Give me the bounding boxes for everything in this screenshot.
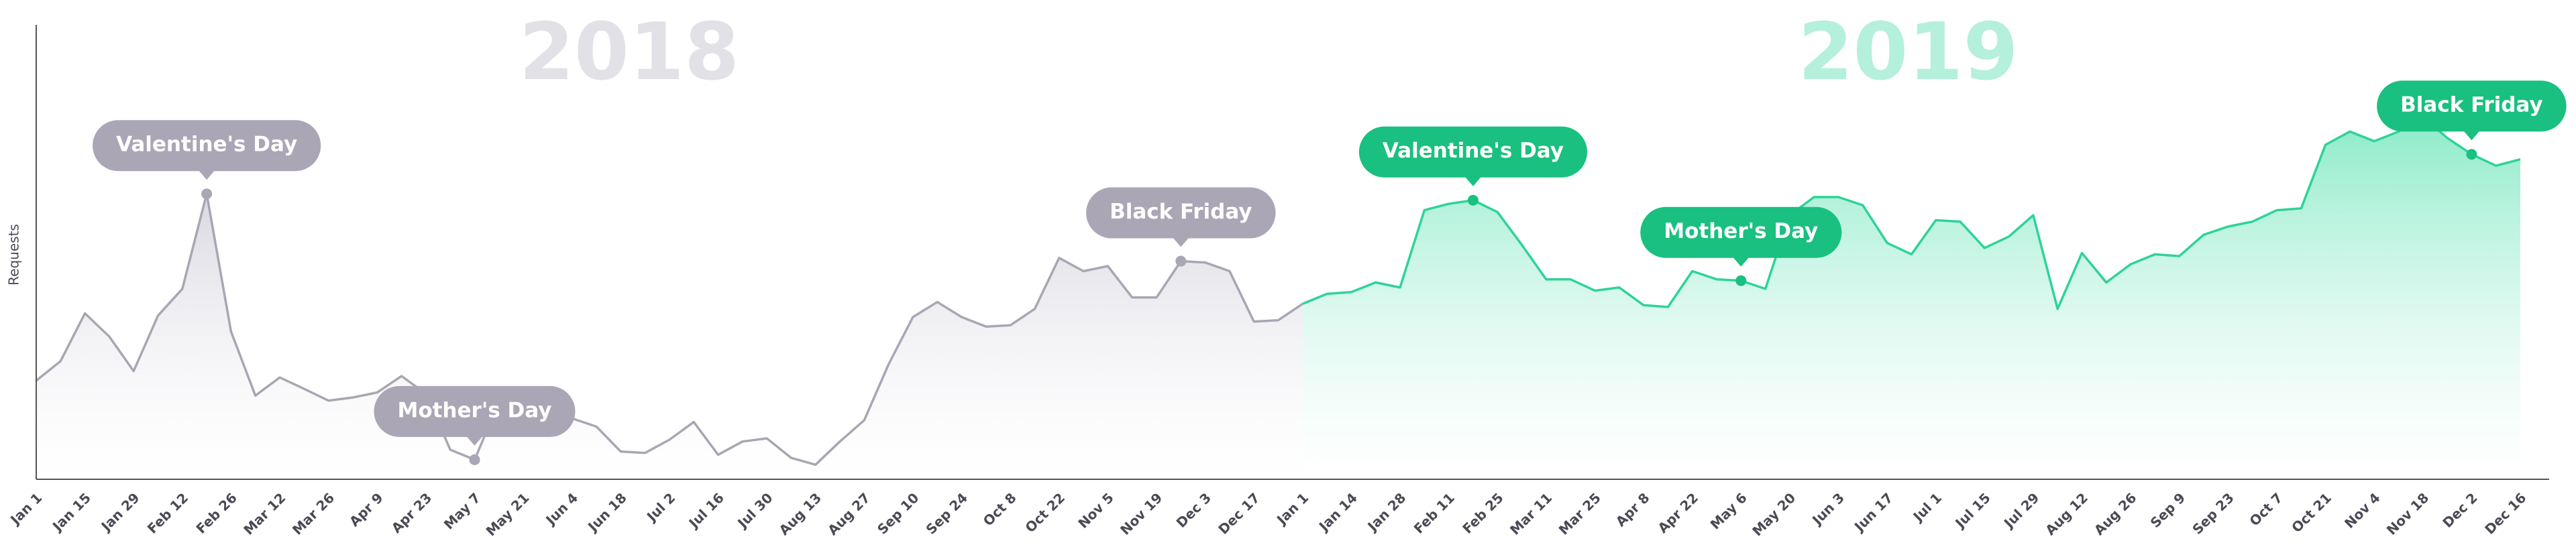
x-tick-label: Aug 13	[775, 489, 824, 538]
x-tick-label: Jan 15	[48, 489, 94, 535]
annotation-bubble	[1358, 126, 1587, 178]
annotation-pointer	[1464, 176, 1481, 186]
x-tick-label: Nov 4	[2341, 489, 2383, 532]
x-tick-label: Aug 27	[824, 489, 873, 538]
x-tick-label: Aug 26	[2091, 489, 2140, 538]
x-tick-label: Nov 5	[1075, 489, 1117, 532]
x-tick-label: Mar 12	[240, 489, 288, 538]
x-tick-label: Nov 18	[2383, 489, 2432, 538]
area	[36, 194, 1303, 479]
line	[1302, 115, 2521, 310]
x-tick-label: Feb 12	[144, 489, 191, 536]
x-tick-label: Jan 1	[6, 489, 45, 528]
annotation-point	[201, 188, 213, 200]
x-tick-label: Mar 11	[1507, 489, 1555, 538]
x-tick-label: Sep 23	[2189, 489, 2237, 537]
annotation: Black Friday	[2377, 80, 2567, 141]
annotation-label: Valentine's Day	[116, 133, 297, 157]
x-tick-label: Oct 21	[2288, 489, 2334, 536]
annotation-label: Mother's Day	[1664, 219, 1818, 243]
x-tick-label: Dec 3	[1173, 489, 1214, 530]
annotation-bubble	[2377, 80, 2567, 132]
x-tick-label: May 21	[483, 489, 533, 539]
annotation-label: Mother's Day	[397, 398, 551, 422]
x-tick-label: Feb 25	[1459, 489, 1506, 536]
x-tick-label: Jul 2	[643, 489, 678, 525]
x-tick-label: Jul 15	[1951, 489, 1994, 532]
x-tick-label: Jun 3	[1808, 489, 1847, 529]
area	[1302, 117, 2520, 479]
x-tick-label: Mar 26	[289, 489, 337, 538]
x-tick-label: Oct 22	[1022, 489, 1068, 536]
x-tick-label: Jul 29	[2000, 489, 2042, 532]
annotation-point	[1735, 275, 1747, 286]
x-tick-label: Apr 23	[388, 489, 435, 536]
annotation: Mother's Day	[374, 385, 576, 446]
x-tick-label: Jun 18	[584, 489, 629, 535]
x-tick-label: Jul 30	[733, 489, 775, 532]
x-tick-label: Nov 19	[1117, 489, 1165, 538]
x-tick-label: Oct 7	[2246, 489, 2286, 529]
x-tick-label: Apr 9	[346, 489, 386, 530]
x-tick-label: Feb 11	[1411, 489, 1458, 536]
annotation-point	[1467, 194, 1479, 206]
annotation: Valentine's Day	[93, 120, 321, 180]
annotation: Black Friday	[1086, 187, 1276, 247]
x-tick-label: Sep 24	[922, 489, 970, 537]
x-tick-label: Jan 14	[1315, 489, 1360, 535]
x-tick-label: Aug 12	[2042, 489, 2091, 538]
year-labels: 2018 2019	[519, 5, 2019, 98]
y-axis-title: Requests	[6, 224, 22, 286]
x-tick-label: Oct 8	[980, 489, 1020, 529]
annotations: Valentine's Day Mother's Day Black Friday V…	[93, 80, 2567, 465]
annotation-bubble	[1640, 206, 1842, 258]
annotation-bubble	[93, 120, 321, 172]
annotation: Valentine's Day	[1358, 126, 1587, 186]
x-tick-label: Jun 4	[542, 489, 582, 529]
annotation-point	[1175, 255, 1187, 267]
annotation-pointer	[1733, 257, 1750, 267]
annotation-label: Valentine's Day	[1383, 139, 1564, 163]
annotation-label: Black Friday	[2400, 93, 2542, 117]
x-tick-label: Dec 2	[2439, 489, 2480, 530]
x-tick-label: Jul 16	[685, 489, 727, 532]
annotation: Mother's Day	[1640, 206, 1842, 267]
annotation-bubble	[1086, 187, 1276, 239]
x-tick-label: Feb 26	[193, 489, 239, 536]
x-tick-label: Sep 10	[874, 489, 922, 537]
annotation-pointer	[1173, 237, 1189, 247]
x-tick-label: Jan 1	[1273, 489, 1311, 528]
annotation-pointer	[2463, 131, 2480, 141]
x-tick-label: Apr 8	[1613, 489, 1653, 530]
line	[35, 192, 1303, 467]
x-tick-label: Jan 28	[1364, 489, 1409, 535]
x-ticks: Jan 1 Jan 15 Jan 29 Feb 12 Feb 26 Mar 12 Mar 2…	[6, 489, 2529, 539]
annotation-pointer	[466, 436, 483, 446]
x-tick-label: Jan 29	[97, 489, 143, 535]
annotation-label: Black Friday	[1110, 200, 1252, 224]
x-tick-label: Sep 9	[2147, 489, 2189, 531]
x-tick-label: Dec 17	[1215, 489, 1263, 537]
annotation-bubble	[374, 385, 576, 437]
x-tick-label: Mar 25	[1556, 489, 1604, 538]
series-name: 2018	[519, 5, 739, 98]
annotation-point	[2466, 149, 2477, 160]
x-tick-label: May 20	[1749, 489, 1799, 539]
x-tick-label: Apr 22	[1654, 489, 1701, 536]
annotation-point	[469, 454, 480, 465]
x-tick-label: Dec 16	[2481, 489, 2529, 537]
plot	[35, 115, 2521, 479]
x-tick-label: Jul 1	[1909, 489, 1945, 525]
annotation-pointer	[199, 170, 215, 180]
series-name: 2019	[1798, 5, 2018, 98]
x-tick-label: Jun 17	[1850, 489, 1896, 535]
x-tick-label: May 6	[1707, 489, 1750, 532]
x-tick-label: May 7	[441, 489, 484, 532]
